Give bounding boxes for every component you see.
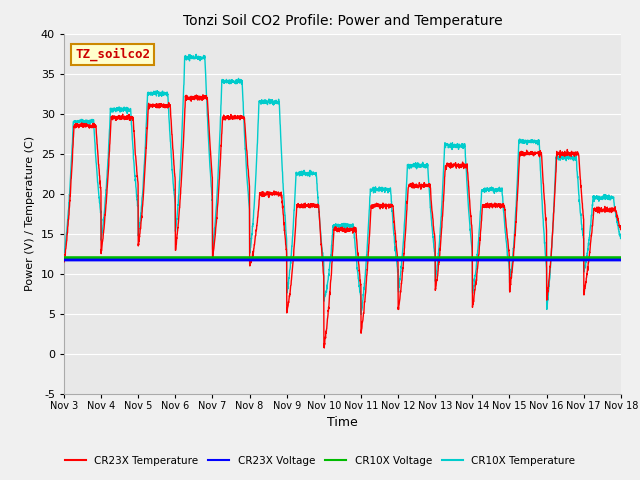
CR23X Temperature [157,104,164,110]
CR23X Temperature [321,345,328,351]
CR10X Voltage [617,255,625,261]
CR10X Temperature [193,51,200,57]
Line: CR10X Temperature: CR10X Temperature [64,54,621,314]
CR10X Temperature [617,232,625,238]
CR23X Voltage [157,257,164,263]
CR10X Voltage [546,255,554,261]
CR10X Temperature [157,92,164,98]
Y-axis label: Power (V) / Temperature (C): Power (V) / Temperature (C) [26,136,35,291]
CR23X Temperature [298,201,306,207]
CR10X Voltage [274,255,282,261]
Legend: CR23X Temperature, CR23X Voltage, CR10X Voltage, CR10X Temperature: CR23X Temperature, CR23X Voltage, CR10X … [61,452,579,470]
CR23X Voltage [124,257,131,263]
CR23X Voltage [298,257,305,263]
CR23X Voltage [274,257,282,263]
CR10X Temperature [124,108,131,113]
CR23X Temperature [274,191,282,197]
CR23X Temperature [617,226,625,232]
X-axis label: Time: Time [327,416,358,429]
CR23X Voltage [617,257,625,263]
CR23X Temperature [547,264,554,270]
CR23X Temperature [60,258,68,264]
CR23X Voltage [60,257,68,263]
CR10X Voltage [124,255,131,261]
CR10X Temperature [60,249,68,255]
CR10X Temperature [274,100,282,106]
Title: Tonzi Soil CO2 Profile: Power and Temperature: Tonzi Soil CO2 Profile: Power and Temper… [182,14,502,28]
CR10X Temperature [357,312,365,317]
Line: CR23X Temperature: CR23X Temperature [64,95,621,348]
CR23X Temperature [606,206,614,212]
CR23X Temperature [124,117,131,122]
CR10X Temperature [547,266,554,272]
CR23X Voltage [606,257,614,263]
CR10X Voltage [60,255,68,261]
CR10X Voltage [157,255,164,261]
CR23X Voltage [546,257,554,263]
CR10X Temperature [298,168,306,174]
CR10X Temperature [606,197,614,203]
CR23X Temperature [193,92,200,98]
CR10X Voltage [298,255,305,261]
CR10X Voltage [606,255,614,261]
Text: TZ_soilco2: TZ_soilco2 [75,48,150,61]
